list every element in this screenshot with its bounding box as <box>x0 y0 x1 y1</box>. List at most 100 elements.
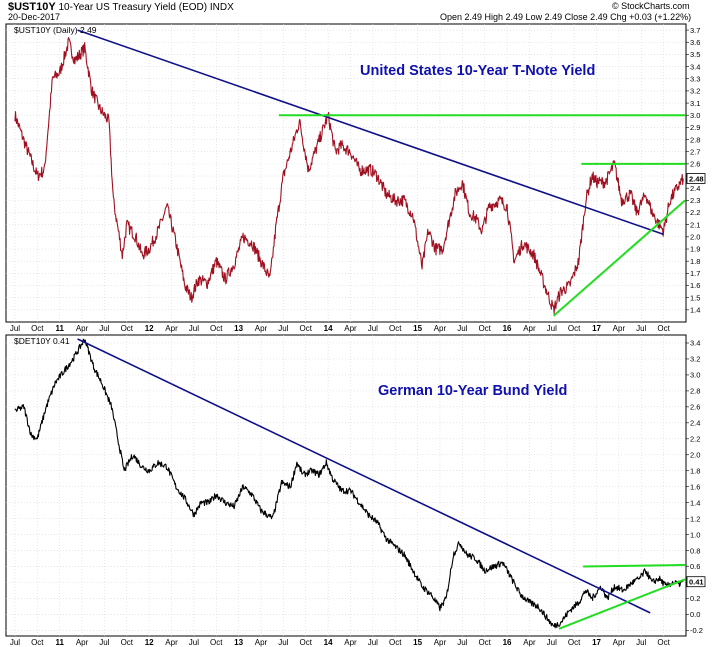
x-tick-label: Jul <box>636 324 646 333</box>
yield-series-line <box>14 338 684 629</box>
downtrend-line <box>77 338 651 614</box>
y-tick-label: 3.3 <box>690 74 700 83</box>
y-tick-label: 2.6 <box>690 160 700 169</box>
x-tick-label: 16 <box>503 638 512 647</box>
y-tick-label: 3.2 <box>690 355 700 364</box>
x-tick-label: Jul <box>10 324 20 333</box>
yield-series-line <box>14 37 684 315</box>
x-tick-label: Oct <box>31 638 44 647</box>
x-tick-label: Oct <box>210 638 223 647</box>
y-tick-label: 1.8 <box>690 466 700 475</box>
y-tick-label: 3.7 <box>690 26 700 35</box>
y-tick-label: 3.2 <box>690 87 700 96</box>
x-tick-label: Oct <box>300 324 313 333</box>
x-tick-label: 17 <box>592 324 601 333</box>
x-tick-label: 14 <box>324 638 333 647</box>
y-tick-label: 1.0 <box>690 530 700 539</box>
x-tick-label: Jul <box>457 324 467 333</box>
x-tick-label: Apr <box>76 638 89 647</box>
y-tick-label: 1.9 <box>690 245 700 254</box>
y-tick-label: 3.4 <box>690 339 700 348</box>
panel-legend-label: $DET10Y 0.41 <box>14 336 70 346</box>
x-tick-label: Apr <box>523 324 536 333</box>
x-tick-label: Oct <box>121 324 134 333</box>
stockcharts-logo: © StockCharts.com <box>612 1 690 11</box>
x-tick-label: Apr <box>165 324 178 333</box>
y-tick-label: 2.1 <box>690 220 700 229</box>
x-tick-label: Jul <box>547 324 557 333</box>
x-tick-label: 12 <box>145 638 154 647</box>
x-tick-label: Apr <box>434 324 447 333</box>
x-tick-label: Apr <box>434 638 447 647</box>
x-tick-label: 15 <box>413 324 422 333</box>
y-tick-label: 2.8 <box>690 387 700 396</box>
y-tick-label: 2.4 <box>690 184 700 193</box>
last-value-label: 0.41 <box>689 578 704 587</box>
y-tick-label: 0.6 <box>690 562 700 571</box>
y-tick-label: 1.4 <box>690 306 700 315</box>
x-tick-label: Oct <box>657 324 670 333</box>
x-tick-label: Oct <box>300 638 313 647</box>
support-resistance-line <box>558 578 686 630</box>
x-tick-label: Jul <box>368 638 378 647</box>
y-tick-label: -0.2 <box>690 626 703 635</box>
y-tick-label: 3.4 <box>690 62 700 71</box>
x-tick-label: Jul <box>99 638 109 647</box>
chart-panel-us-10y: 3.73.63.53.43.33.23.13.02.92.82.72.62.52… <box>5 23 706 333</box>
plot-frame <box>5 334 687 637</box>
panel-title: United States 10-Year T-Note Yield <box>360 63 595 79</box>
y-tick-label: 2.6 <box>690 403 700 412</box>
x-tick-label: Oct <box>389 638 402 647</box>
x-tick-label: Jul <box>189 638 199 647</box>
y-tick-label: 0.0 <box>690 610 700 619</box>
x-tick-label: Apr <box>344 638 357 647</box>
y-tick-label: 1.4 <box>690 498 700 507</box>
panel-legend-label: $UST10Y (Daily) 2.49 <box>14 25 97 35</box>
x-tick-label: Jul <box>278 638 288 647</box>
downtrend-line <box>77 29 664 236</box>
x-tick-label: Apr <box>523 638 536 647</box>
y-tick-label: 2.4 <box>690 419 700 428</box>
x-tick-label: Apr <box>344 324 357 333</box>
x-tick-label: Jul <box>636 638 646 647</box>
x-tick-label: Oct <box>389 324 402 333</box>
y-tick-label: 3.0 <box>690 371 700 380</box>
symbol-label: $UST10Y <box>8 1 56 13</box>
support-resistance-line <box>552 199 686 317</box>
x-tick-label: 11 <box>55 638 64 647</box>
x-tick-label: 14 <box>324 324 333 333</box>
y-tick-label: 1.7 <box>690 269 700 278</box>
chart-header-title: $UST10Y 10-Year US Treasury Yield (EOD) … <box>8 1 234 13</box>
x-tick-label: Jul <box>189 324 199 333</box>
last-value-tag <box>686 173 706 184</box>
y-tick-label: 2.9 <box>690 123 700 132</box>
panel-title: German 10-Year Bund Yield <box>378 383 567 399</box>
support-resistance-line <box>583 563 686 568</box>
x-tick-label: Oct <box>478 638 491 647</box>
x-tick-label: Apr <box>613 324 626 333</box>
y-tick-label: 2.2 <box>690 434 700 443</box>
x-tick-label: Jul <box>278 324 288 333</box>
y-tick-label: 2.7 <box>690 147 700 156</box>
x-tick-label: Jul <box>10 638 20 647</box>
y-tick-label: 2.0 <box>690 233 700 242</box>
x-tick-label: Oct <box>121 638 134 647</box>
x-tick-label: Oct <box>568 638 581 647</box>
x-tick-label: 15 <box>413 638 422 647</box>
x-tick-label: Apr <box>165 638 178 647</box>
x-tick-label: Jul <box>547 638 557 647</box>
y-tick-label: 1.2 <box>690 514 700 523</box>
x-tick-label: Jul <box>99 324 109 333</box>
exchange-label: INDX <box>209 2 234 13</box>
x-tick-label: Oct <box>568 324 581 333</box>
x-tick-label: Oct <box>210 324 223 333</box>
x-tick-label: Oct <box>478 324 491 333</box>
quote-summary: Open 2.49 High 2.49 Low 2.49 Close 2.49 … <box>440 12 692 22</box>
y-tick-label: 1.8 <box>690 257 700 266</box>
y-tick-label: 3.6 <box>690 38 700 47</box>
y-tick-label: 1.6 <box>690 281 700 290</box>
x-tick-label: 12 <box>145 324 154 333</box>
x-tick-label: Oct <box>657 638 670 647</box>
y-tick-label: 3.1 <box>690 99 700 108</box>
